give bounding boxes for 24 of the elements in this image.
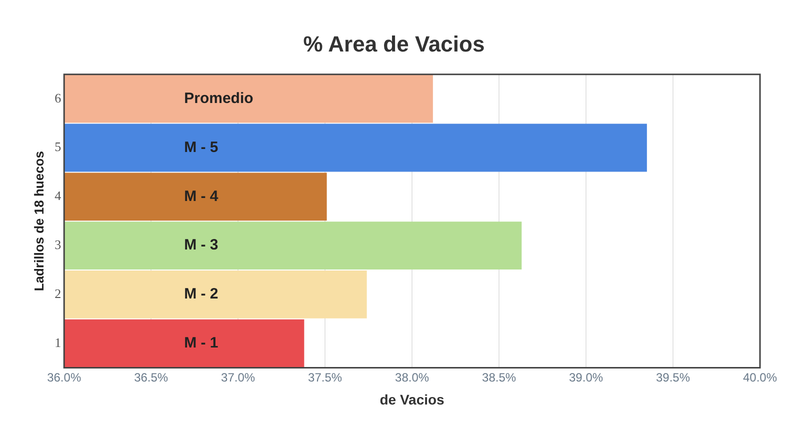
- y-axis-title: Ladrillos de 18 huecos: [31, 151, 46, 292]
- annotation: M - 1: [184, 334, 218, 352]
- y-tick-label: 2: [54, 286, 62, 301]
- x-axis-title: de Vacios: [380, 391, 445, 408]
- x-tick-label: 37.0%: [221, 370, 256, 384]
- x-tick-label: 39.5%: [656, 370, 690, 384]
- y-tick-label: 4: [54, 188, 62, 204]
- x-tick-label: 38.0%: [395, 370, 430, 384]
- annotation: M - 5: [184, 138, 218, 156]
- x-tick-label: 36.5%: [134, 370, 168, 384]
- y-tick-label: 5: [54, 139, 62, 154]
- x-tick-label: 37.5%: [308, 370, 342, 384]
- x-tick-label: 40.0%: [742, 370, 778, 384]
- y-tick-label: 1: [54, 334, 62, 350]
- x-tick-label: 36.0%: [47, 370, 82, 384]
- x-tick-label: 39.0%: [569, 370, 604, 384]
- y-tick-label: 3: [54, 236, 62, 252]
- annotation: Promedio: [184, 90, 254, 107]
- y-tick-label: 6: [54, 90, 62, 106]
- chart-title: % Area de Vacios: [303, 31, 485, 56]
- annotation: M - 2: [184, 286, 218, 303]
- annotation: M - 3: [184, 236, 218, 254]
- annotation: M - 4: [184, 188, 219, 205]
- x-tick-label: 38.5%: [482, 370, 516, 384]
